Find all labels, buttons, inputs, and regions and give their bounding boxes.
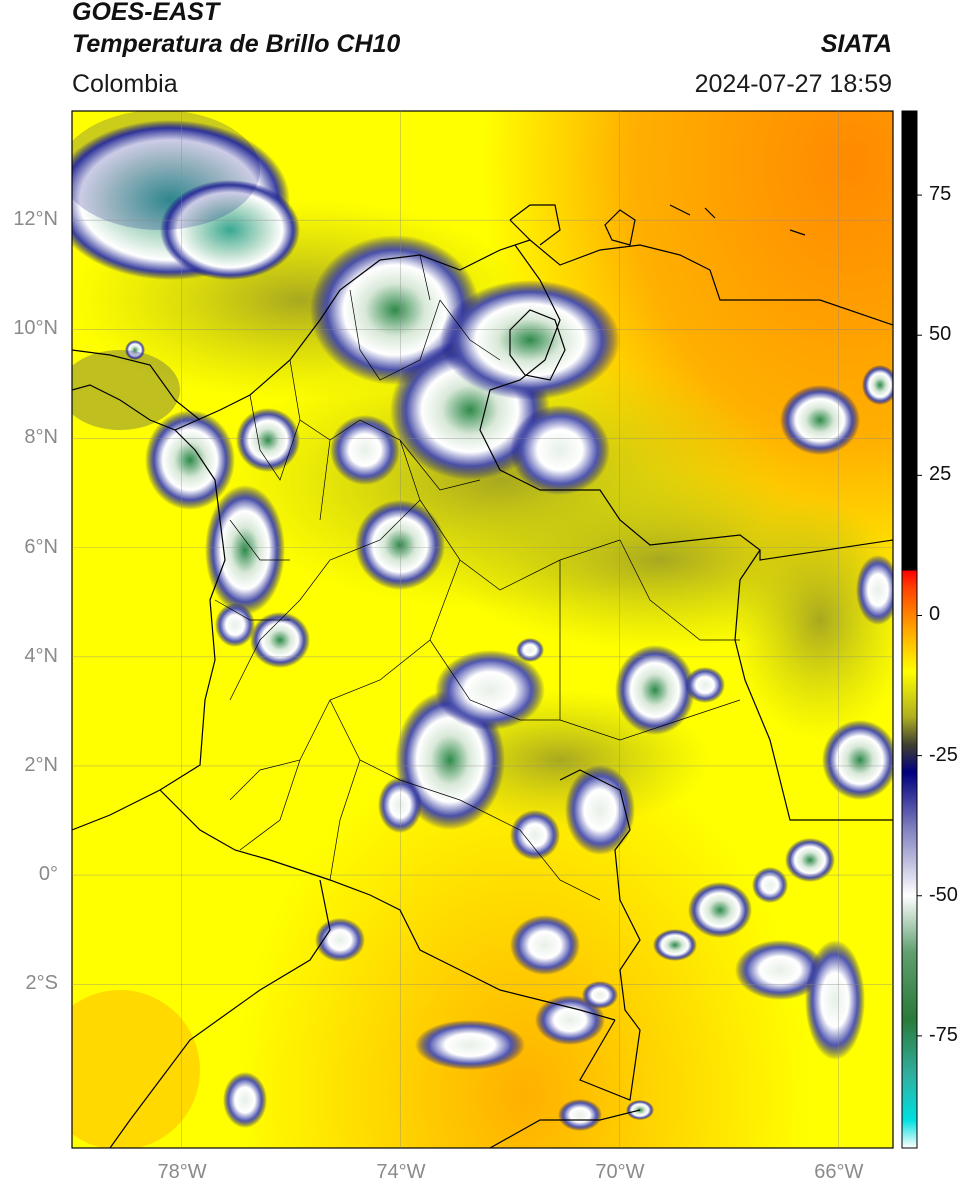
colorbar-tick-label: 0 <box>929 603 941 626</box>
map-frame <box>71 110 894 1149</box>
aruba-curacao <box>669 204 806 236</box>
timestamp-label: 2024-07-27 18:59 <box>694 70 892 98</box>
lat-tick-label: 4°N <box>24 644 58 667</box>
peru-brazil-border <box>489 1109 641 1148</box>
colombia-north-coast <box>174 219 532 431</box>
colorbar-tick-label: -75 <box>929 1023 958 1046</box>
lon-tick-label: 78°W <box>157 1161 207 1183</box>
satellite-field <box>72 111 893 1148</box>
lat-tick-label: 6°N <box>24 535 58 558</box>
paraguana <box>604 209 636 246</box>
colorbar-tick-label: 25 <box>929 463 952 486</box>
colorbar-tick-label: 50 <box>929 323 952 346</box>
colombia-venezuela-border <box>479 244 893 821</box>
lat-tick-label: 0° <box>38 863 58 886</box>
ecuador-peru-border <box>109 879 331 1148</box>
venezuela-coast <box>529 239 893 326</box>
lat-tick-label: 12°N <box>13 208 58 231</box>
lon-tick-label: 70°W <box>595 1161 645 1183</box>
departments <box>214 254 741 901</box>
lat-tick-label: 2°S <box>25 972 58 995</box>
lat-tick-label: 10°N <box>13 317 58 340</box>
colorbar <box>901 110 918 1149</box>
panama-coast <box>72 349 201 421</box>
venezuela-brazil-border <box>759 539 893 561</box>
guajira <box>509 204 561 246</box>
product-title: Temperatura de Brillo CH10 <box>72 30 401 58</box>
lon-tick-label: 66°W <box>814 1161 864 1183</box>
colorbar-tick-label: -25 <box>929 743 958 766</box>
region-label: Colombia <box>72 70 178 98</box>
colombia-boundary <box>72 384 226 831</box>
colombia-brazil-border <box>559 769 641 1101</box>
satellite-title: GOES-EAST <box>72 0 220 26</box>
organization-label: SIATA <box>820 30 892 58</box>
colorbar-tick-label: -50 <box>929 883 958 906</box>
lat-tick-label: 2°N <box>24 753 58 776</box>
colorbar-tick-label: 75 <box>929 183 952 206</box>
lake-maracaibo <box>509 309 566 381</box>
lon-tick-label: 74°W <box>376 1161 426 1183</box>
country-boundaries <box>72 204 893 1148</box>
lat-tick-label: 8°N <box>24 426 58 449</box>
colorbar-ticks <box>917 194 922 1037</box>
colombia-peru-border <box>159 789 616 1021</box>
